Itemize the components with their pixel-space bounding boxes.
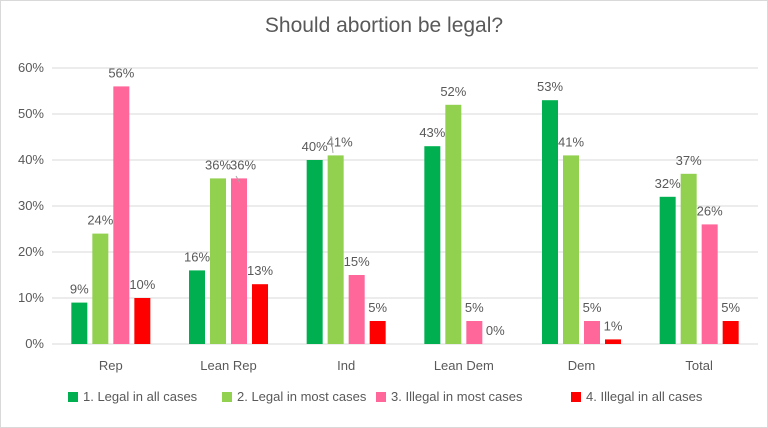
data-label: 5% [721,300,740,315]
bar [113,86,130,345]
bar [348,275,365,344]
data-label: 5% [465,300,484,315]
data-label: 5% [583,300,602,315]
legend-label: 2. Legal in most cases [237,389,367,404]
legend-swatch [68,392,78,402]
y-tick-label: 20% [18,244,44,259]
legend-swatch [222,392,232,402]
bar [722,321,739,344]
data-label: 32% [655,176,681,191]
bar [659,196,676,344]
bar [327,155,344,344]
data-label: 0% [486,323,505,338]
x-category-label: Dem [568,358,595,373]
bar [605,339,621,344]
data-label: 41% [558,134,584,149]
y-tick-label: 40% [18,152,44,167]
bar [542,100,558,344]
data-label: 24% [87,213,113,228]
data-label: 37% [676,153,702,168]
data-label: 13% [247,263,273,278]
y-tick-label: 50% [18,106,44,121]
x-category-label: Total [685,358,713,373]
legend-swatch [376,392,386,402]
bar [231,178,247,344]
bar [369,321,386,344]
data-label: 52% [440,84,466,99]
x-category-label: Ind [337,358,355,373]
bar [134,298,151,344]
leader-line [330,135,334,154]
y-tick-label: 10% [18,290,44,305]
chart-title: Should abortion be legal? [264,14,504,37]
legend-swatch [571,392,581,402]
data-label: 1% [604,318,623,333]
data-label: 56% [108,65,134,80]
legend-label: 1. Legal in all cases [83,389,198,404]
data-label: 43% [419,125,445,140]
bar [563,155,579,344]
leader-line [235,175,241,184]
data-label: 16% [184,249,210,264]
bar [466,321,483,344]
bar [71,302,88,344]
y-tick-label: 0% [25,336,44,351]
bar [252,284,268,344]
data-label: 36% [205,157,231,172]
data-label: 41% [327,134,353,149]
data-label: 53% [537,79,563,94]
data-label: 10% [129,277,155,292]
bar [701,224,718,344]
legend-label: 3. Illegal in most cases [391,389,523,404]
bar [306,160,323,344]
bar [424,146,441,344]
data-label: 9% [70,282,89,297]
data-label: 26% [697,203,723,218]
y-tick-label: 60% [18,60,44,75]
bar [584,321,600,344]
bar [680,173,697,344]
data-label: 5% [368,300,387,315]
bar [189,270,205,344]
data-label: 36% [230,157,256,172]
bar [445,104,462,344]
bar [210,178,226,344]
legend-label: 4. Illegal in all cases [586,389,703,404]
x-category-label: Rep [99,358,123,373]
y-tick-label: 30% [18,198,44,213]
x-category-label: Lean Dem [434,358,494,373]
bar [92,233,109,344]
data-label: 15% [344,254,370,269]
x-category-label: Lean Rep [200,358,256,373]
data-label: 40% [302,139,328,154]
